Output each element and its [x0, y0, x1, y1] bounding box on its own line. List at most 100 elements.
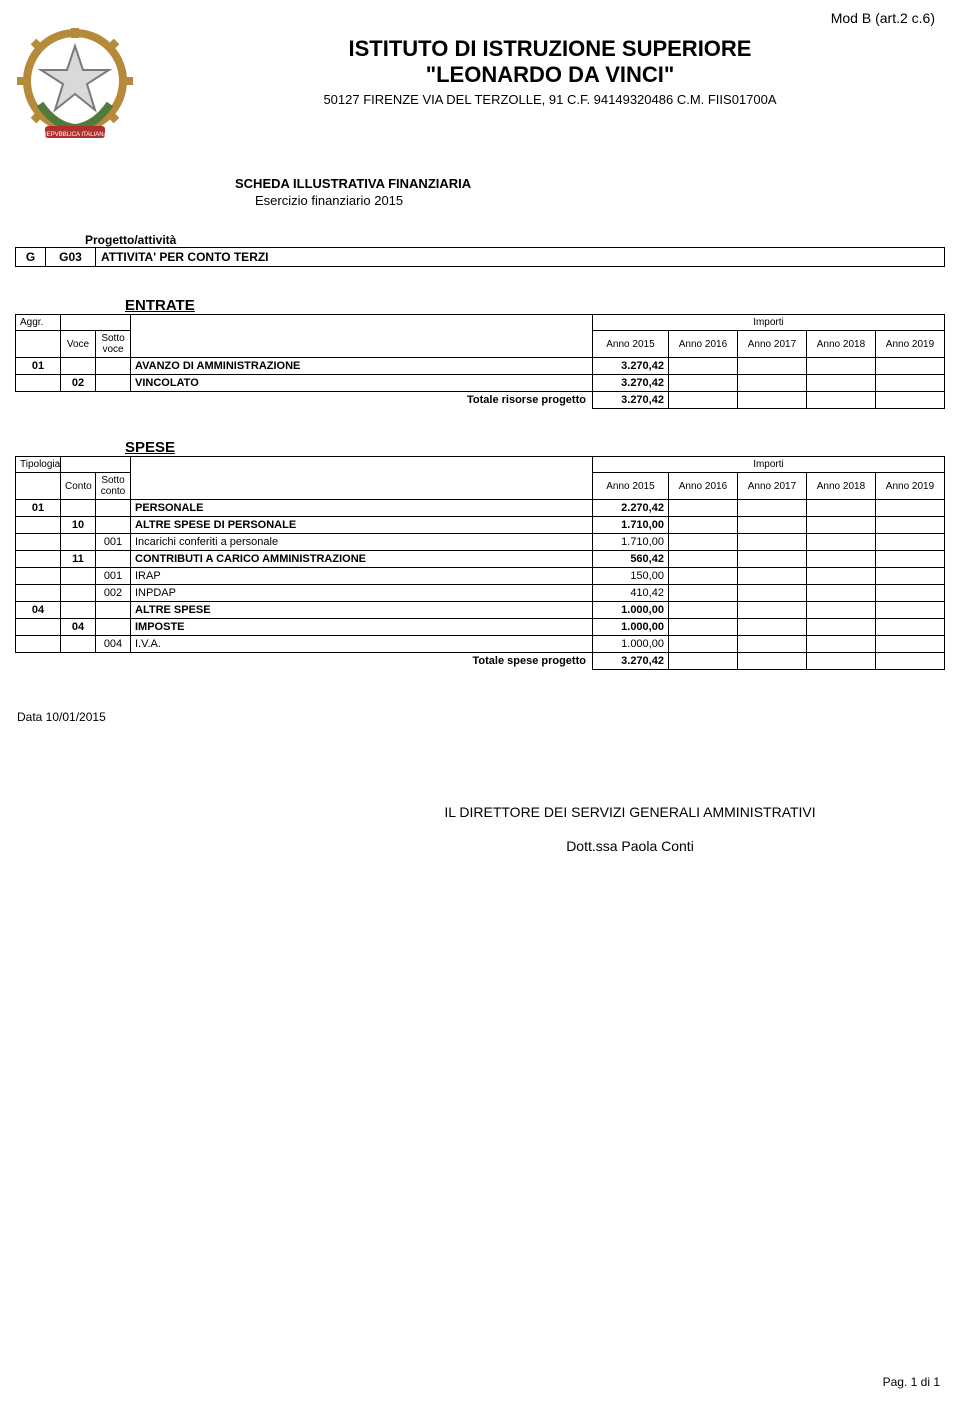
table-cell: 10 — [61, 517, 96, 534]
table-cell — [61, 534, 96, 551]
page-number: Pag. 1 di 1 — [883, 1375, 940, 1389]
table-cell — [737, 500, 806, 517]
table-cell: 1.000,00 — [592, 602, 668, 619]
spese-title: SPESE — [125, 439, 945, 456]
table-cell — [875, 534, 944, 551]
spese-total-label: Totale spese progetto — [16, 653, 593, 670]
table-cell — [875, 517, 944, 534]
table-cell — [61, 358, 96, 375]
hdr-y4: Anno 2018 — [806, 331, 875, 358]
table-cell — [16, 517, 61, 534]
progetto-label: Progetto/attività — [85, 233, 945, 247]
table-cell — [737, 636, 806, 653]
table-cell — [16, 585, 61, 602]
table-row: 11CONTRIBUTI A CARICO AMMINISTRAZIONE560… — [16, 551, 945, 568]
table-row: 002INPDAP410,42 — [16, 585, 945, 602]
signature-title: IL DIRETTORE DEI SERVIZI GENERALI AMMINI… — [315, 804, 945, 820]
table-cell — [737, 534, 806, 551]
table-cell — [668, 585, 737, 602]
table-row: 01PERSONALE2.270,42 — [16, 500, 945, 517]
table-cell — [96, 358, 131, 375]
table-cell — [16, 534, 61, 551]
table-cell — [668, 500, 737, 517]
table-cell: Incarichi conferiti a personale — [131, 534, 593, 551]
hdr-y1: Anno 2015 — [592, 331, 668, 358]
table-cell — [668, 568, 737, 585]
hdr-sp-y3: Anno 2017 — [737, 473, 806, 500]
table-cell — [806, 585, 875, 602]
table-cell: VINCOLATO — [131, 375, 593, 392]
header-row: REPVBBLICA ITALIANA ISTITUTO DI ISTRUZIO… — [15, 26, 945, 146]
table-cell — [668, 551, 737, 568]
table-cell — [806, 358, 875, 375]
hdr-sp-y2: Anno 2016 — [668, 473, 737, 500]
table-cell — [875, 358, 944, 375]
table-row: 04ALTRE SPESE1.000,00 — [16, 602, 945, 619]
table-cell: 1.000,00 — [592, 636, 668, 653]
table-cell — [16, 375, 61, 392]
hdr-tipologia: Tipologia — [16, 457, 61, 473]
entrate-title: ENTRATE — [125, 297, 945, 314]
table-cell — [668, 619, 737, 636]
table-row: 04IMPOSTE1.000,00 — [16, 619, 945, 636]
table-row: 001Incarichi conferiti a personale1.710,… — [16, 534, 945, 551]
table-cell — [96, 602, 131, 619]
table-cell — [61, 636, 96, 653]
org-name-line2: "LEONARDO DA VINCI" — [155, 62, 945, 88]
table-row: 01AVANZO DI AMMINISTRAZIONE3.270,42 — [16, 358, 945, 375]
table-cell — [875, 619, 944, 636]
table-cell — [96, 619, 131, 636]
hdr-y3: Anno 2017 — [737, 331, 806, 358]
table-cell — [806, 619, 875, 636]
table-cell: 1.710,00 — [592, 534, 668, 551]
spese-total-val: 3.270,42 — [592, 653, 668, 670]
hdr-importi: Importi — [592, 315, 944, 331]
table-cell: IRAP — [131, 568, 593, 585]
table-cell — [737, 602, 806, 619]
entrate-table: Aggr. Importi Voce Sotto voce Anno 2015 … — [15, 314, 945, 409]
table-cell — [16, 551, 61, 568]
svg-text:REPVBBLICA ITALIANA: REPVBBLICA ITALIANA — [42, 132, 107, 138]
table-cell: 004 — [96, 636, 131, 653]
progetto-col1: G — [16, 248, 46, 267]
table-cell: 01 — [16, 500, 61, 517]
table-cell: IMPOSTE — [131, 619, 593, 636]
hdr-sottovoce: Sotto voce — [96, 331, 131, 358]
table-cell: PERSONALE — [131, 500, 593, 517]
table-cell — [61, 602, 96, 619]
table-cell — [737, 375, 806, 392]
org-address: 50127 FIRENZE VIA DEL TERZOLLE, 91 C.F. … — [155, 92, 945, 107]
table-cell — [806, 517, 875, 534]
table-cell — [96, 375, 131, 392]
table-cell — [96, 500, 131, 517]
table-cell — [806, 551, 875, 568]
table-cell — [96, 551, 131, 568]
table-cell — [806, 636, 875, 653]
table-cell — [737, 619, 806, 636]
hdr-y2: Anno 2016 — [668, 331, 737, 358]
hdr-sp-y4: Anno 2018 — [806, 473, 875, 500]
hdr-y5: Anno 2019 — [875, 331, 944, 358]
table-cell — [875, 551, 944, 568]
table-cell — [668, 517, 737, 534]
emblem-logo: REPVBBLICA ITALIANA — [15, 26, 135, 146]
table-row: 001IRAP150,00 — [16, 568, 945, 585]
table-cell — [61, 585, 96, 602]
table-cell: INPDAP — [131, 585, 593, 602]
table-cell: 150,00 — [592, 568, 668, 585]
table-cell — [737, 358, 806, 375]
date-line: Data 10/01/2015 — [17, 710, 945, 724]
table-cell — [668, 375, 737, 392]
table-cell — [737, 568, 806, 585]
hdr-aggr: Aggr. — [16, 315, 61, 331]
table-cell — [61, 500, 96, 517]
scheda-subtitle: Esercizio finanziario 2015 — [255, 193, 945, 208]
table-cell — [16, 568, 61, 585]
table-cell — [875, 602, 944, 619]
table-cell: CONTRIBUTI A CARICO AMMINISTRAZIONE — [131, 551, 593, 568]
table-cell — [806, 500, 875, 517]
table-cell: 001 — [96, 568, 131, 585]
table-cell — [875, 500, 944, 517]
table-cell — [806, 534, 875, 551]
table-cell — [875, 636, 944, 653]
